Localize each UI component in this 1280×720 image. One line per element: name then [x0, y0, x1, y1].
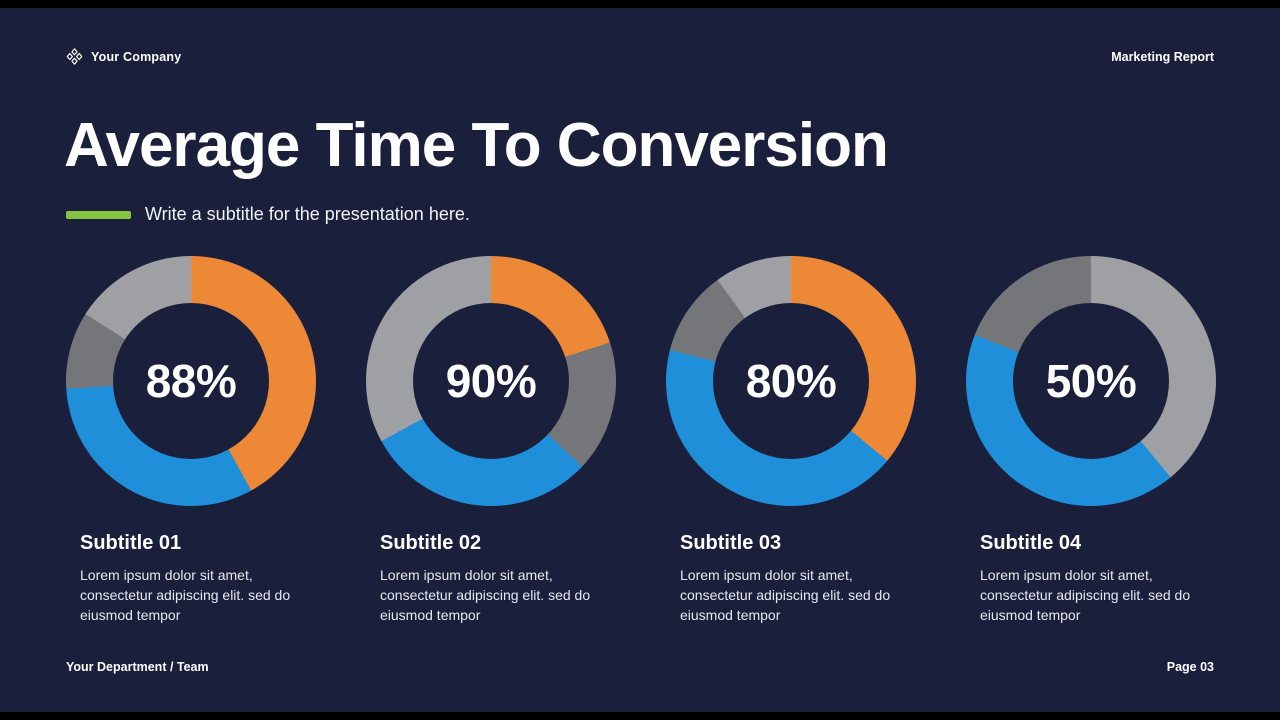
report-label: Marketing Report [1111, 49, 1214, 64]
chart-cards: 88% Subtitle 01 Lorem ipsum dolor sit am… [66, 256, 1216, 625]
footer: Your Department / Team Page 03 [66, 660, 1214, 674]
card-subtitle-3: Subtitle 03 [680, 532, 782, 554]
chart-card-3: 80% Subtitle 03 Lorem ipsum dolor sit am… [666, 256, 916, 625]
slide: Your Company Marketing Report Average Ti… [0, 8, 1280, 712]
brand: Your Company [66, 48, 181, 65]
chart-card-1: 88% Subtitle 01 Lorem ipsum dolor sit am… [66, 256, 316, 625]
card-body-2: Lorem ipsum dolor sit amet, consectetur … [380, 567, 591, 624]
card-subtitle-1: Subtitle 01 [80, 532, 182, 554]
donut-percent-3: 80% [745, 355, 837, 407]
subtitle-row: Write a subtitle for the presentation he… [66, 204, 470, 225]
subtitle-accent-bar [66, 210, 131, 219]
donut-hole: 80% [713, 303, 869, 459]
card-subtitle-2: Subtitle 02 [380, 532, 482, 554]
donut-chart-4: 50% [966, 256, 1216, 506]
card-body-3: Lorem ipsum dolor sit amet, consectetur … [680, 567, 891, 624]
header: Your Company Marketing Report [66, 48, 1214, 65]
donut-chart-2: 90% [366, 256, 616, 506]
company-logo-icon [66, 48, 83, 65]
company-name: Your Company [91, 49, 182, 64]
chart-card-4: 50% Subtitle 04 Lorem ipsum dolor sit am… [966, 256, 1216, 625]
card-subtitle-4: Subtitle 04 [980, 532, 1082, 554]
donut-hole: 50% [1013, 303, 1169, 459]
chart-card-2: 90% Subtitle 02 Lorem ipsum dolor sit am… [366, 256, 616, 625]
donut-percent-2: 90% [445, 355, 537, 407]
donut-hole: 90% [413, 303, 569, 459]
donut-percent-1: 88% [145, 355, 237, 407]
donut-chart-1: 88% [66, 256, 316, 506]
donut-percent-4: 50% [1045, 355, 1137, 407]
page-title: Average Time To Conversion [64, 111, 889, 180]
card-body-1: Lorem ipsum dolor sit amet, consectetur … [80, 567, 291, 624]
footer-department: Your Department / Team [66, 660, 209, 674]
footer-page-number: Page 03 [1166, 660, 1214, 674]
page-subtitle: Write a subtitle for the presentation he… [145, 204, 470, 224]
donut-chart-3: 80% [666, 256, 916, 506]
card-body-4: Lorem ipsum dolor sit amet, consectetur … [980, 567, 1191, 624]
donut-hole: 88% [113, 303, 269, 459]
